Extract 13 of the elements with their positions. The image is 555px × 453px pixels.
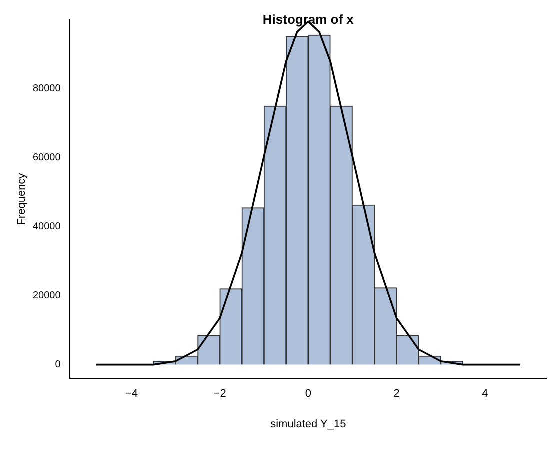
y-tick-label: 20000 (32, 290, 62, 302)
y-axis-title: Frequency (16, 172, 28, 226)
y-tick-label: 80000 (32, 84, 62, 95)
y-tick-label: 40000 (32, 222, 62, 233)
x-tick-label: −4 (125, 388, 138, 400)
x-axis-title: simulated Y_15 (270, 418, 346, 430)
y-tick-label: 0 (55, 360, 62, 371)
y-tick-label: 60000 (32, 152, 62, 164)
x-tick-label: 4 (482, 388, 488, 400)
x-tick-label: 0 (305, 388, 312, 400)
x-tick-label: 2 (394, 388, 400, 400)
chart-title: Histogram of x (262, 12, 355, 28)
x-tick-label: −2 (214, 388, 226, 400)
